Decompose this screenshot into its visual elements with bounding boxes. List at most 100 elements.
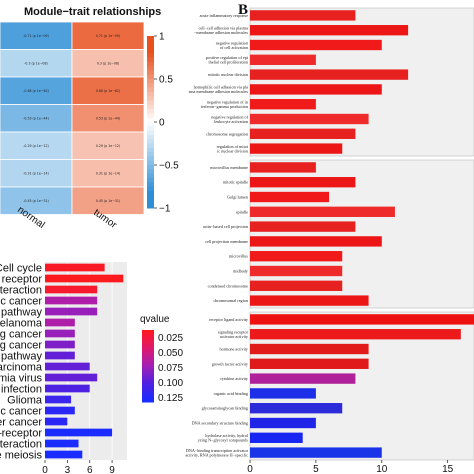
kegg-bar — [45, 340, 75, 349]
go-bar — [250, 162, 316, 173]
go-term-label: sma membrane adhesion molecules — [189, 89, 249, 94]
kegg-pathway-label: interaction — [0, 439, 42, 451]
heatmap-cell-label: -0.31 (p 1e−14) — [23, 171, 49, 175]
qvalue-legend-segment — [142, 361, 154, 365]
heatmap-cell-label: 0.3 (p 1e−08) — [97, 61, 119, 65]
go-x-tick-label: 0 — [247, 464, 253, 474]
kegg-pathway-label: emia virus — [0, 373, 42, 385]
qvalue-legend-segment — [142, 394, 154, 398]
go-term-label: cell−cell adhesion via plasma — [199, 25, 249, 30]
go-term-label: yzing N−glycosyl compounds — [198, 438, 249, 443]
heatmap-cell-label: 0.45 (p 1e−31) — [96, 199, 120, 203]
kegg-pathway-label: carcinoma — [0, 362, 43, 374]
colorbar-segment — [147, 100, 154, 106]
go-bar — [250, 447, 382, 458]
colorbar-segment — [147, 156, 154, 162]
colorbar-segment — [147, 113, 154, 119]
go-bar — [250, 314, 474, 325]
colorbar-segment — [147, 53, 154, 58]
kegg-bar — [45, 296, 98, 305]
colorbar-segment — [147, 139, 154, 144]
colorbar-segment — [147, 165, 154, 170]
go-term-label: spindle — [236, 209, 248, 214]
go-bar — [250, 177, 356, 188]
qvalue-legend-segment — [142, 342, 154, 345]
qvalue-legend-segment — [142, 390, 154, 393]
go-term-label: midbody — [233, 269, 249, 274]
qvalue-legend-segment — [142, 339, 154, 343]
kegg-pathway-label: ng cancer — [0, 340, 42, 352]
colorbar-tick-label: 0.5 — [159, 75, 173, 86]
kegg-pathway-label: ng cancer — [0, 329, 42, 341]
kegg-bar — [45, 329, 75, 338]
go-enrichment-chart: acute inflammatory response cell−cell adh… — [185, 7, 474, 474]
go-bar — [250, 128, 356, 139]
go-term-label: acute inflammatory response — [200, 13, 249, 18]
go-x-tick-label: 5 — [313, 464, 319, 474]
heatmap-cell-label: -0.29 (p 1e−12) — [23, 144, 49, 148]
heatmap-cells: -0.71 (p 1e−09) 0.71 (p 1e−09) -0.3 (p 1e−… — [0, 21, 145, 215]
go-bar — [250, 251, 343, 262]
go-bar — [250, 343, 369, 355]
go-term-label: thelial cell proliferation — [208, 60, 248, 65]
go-bar — [250, 295, 369, 306]
go-bar — [250, 143, 343, 154]
go-bar — [250, 432, 303, 443]
kegg-x-tick-label: 3 — [65, 465, 71, 474]
heatmap-cell — [0, 186, 73, 215]
go-term-label: DNA secondary structure binding — [192, 421, 249, 426]
colorbar-segment — [147, 117, 154, 123]
qvalue-legend-segment — [142, 378, 154, 381]
go-bar — [250, 373, 356, 384]
go-term-label: Golgi lumen — [227, 195, 249, 200]
colorbar-segment — [147, 122, 154, 127]
kegg-pathway-label: 1 infection — [0, 384, 42, 396]
go-term-label: organic acid binding — [214, 391, 249, 396]
go-bar — [250, 10, 356, 21]
go-term-label: −membrane adhesion molecules — [194, 30, 248, 35]
heatmap-cell-label: -0.68 (p 1e−62) — [23, 89, 49, 93]
kegg-bar — [45, 263, 105, 272]
kegg-pathway-label: interaction — [0, 285, 42, 297]
go-term-label: leukocyte activation — [214, 119, 249, 124]
kegg-x-tick-label: 0 — [42, 465, 48, 474]
heatmap-cell-label: -0.71 (p 1e−09) — [23, 34, 49, 38]
qvalue-legend-segment — [142, 344, 154, 348]
go-term-label: receptor ligand activity — [209, 317, 249, 322]
kegg-x-tick-label: 6 — [87, 465, 93, 474]
kegg-pathway-label: g pathway — [0, 307, 42, 319]
colorbar-segment — [147, 130, 154, 136]
qvalue-legend-segment — [142, 363, 154, 367]
go-term-label: actin−based cell projection — [203, 224, 249, 229]
go-term-label: growth factor activity — [212, 361, 249, 366]
colorbar-segment — [147, 104, 154, 110]
colorbar-segment — [147, 152, 154, 157]
qvalue-legend-segment — [142, 346, 154, 350]
kegg-panel-background — [45, 262, 127, 460]
kegg-pathway-label: atic cancer — [0, 406, 42, 418]
heatmap-colorbar: 1 0.5 0 −0.5 −1 — [147, 32, 179, 215]
go-term-label: chromosomal region — [213, 298, 248, 303]
kegg-bar — [45, 450, 83, 459]
go-term-label: of cell activation — [220, 45, 249, 50]
kegg-pathway-label: der cancer — [0, 417, 42, 429]
kegg-bar — [45, 373, 98, 382]
qvalue-legend-segment — [142, 373, 154, 377]
go-x-tick-label: 15 — [442, 464, 454, 474]
kegg-bar — [45, 395, 72, 404]
qvalue-legend-segment — [142, 337, 154, 341]
qvalue-legend-segment — [142, 392, 154, 396]
module-trait-heatmap: Module−trait relationships -0.71 (p 1e−0… — [0, 6, 179, 231]
qvalue-legend-tick: 0.050 — [158, 348, 183, 359]
kegg-x-tick-label: 9 — [109, 465, 115, 474]
kegg-bar — [45, 274, 124, 283]
go-bar — [250, 39, 382, 51]
go-bar — [250, 265, 343, 277]
colorbar-segment — [147, 44, 154, 50]
go-term-label: condensed chromosome — [208, 283, 248, 288]
go-term-label: glycosaminoglycan binding — [202, 406, 249, 411]
kegg-bar — [45, 285, 98, 294]
go-bar — [250, 388, 316, 399]
go-bar — [250, 403, 343, 414]
colorbar-tick-label: −1 — [159, 204, 171, 215]
